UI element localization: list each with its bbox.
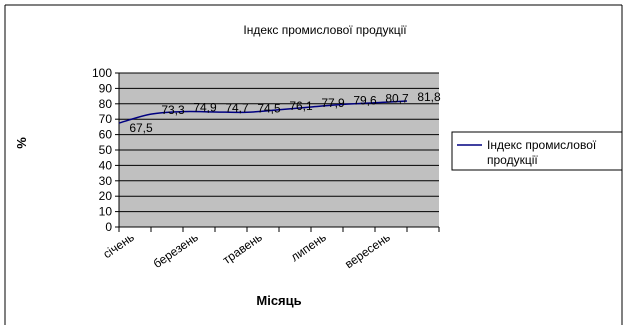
data-label: 76,1	[289, 99, 313, 113]
x-tick-label: січень	[100, 230, 136, 261]
y-tick-label: 10	[99, 205, 113, 219]
data-label: 74,7	[225, 101, 249, 115]
y-tick-label: 60	[99, 128, 113, 142]
y-tick-label: 40	[99, 158, 113, 172]
y-tick-label: 70	[99, 112, 113, 126]
data-label: 74,5	[257, 101, 281, 115]
x-tick-label: липень	[288, 230, 329, 264]
y-tick-label: 0	[105, 220, 112, 234]
y-tick-label: 50	[99, 143, 113, 157]
x-tick-label: березень	[151, 230, 201, 271]
data-label: 74,9	[193, 101, 217, 115]
data-label: 67,5	[129, 121, 153, 135]
y-tick-label: 90	[99, 81, 113, 95]
legend-label-line-2: продукції	[487, 153, 538, 167]
x-axis: січень березень травень липень вересень	[100, 226, 440, 271]
chart-title: Індекс промислової продукції	[243, 23, 407, 37]
y-tick-label: 100	[92, 66, 112, 80]
legend-box	[451, 131, 623, 171]
x-tick-label: травень	[220, 230, 265, 267]
data-label: 80,7	[385, 92, 409, 106]
gridlines	[119, 72, 439, 213]
data-label: 81,8	[417, 90, 441, 104]
y-tick-label: 80	[99, 97, 113, 111]
data-series	[118, 100, 408, 124]
y-axis-title: %	[14, 137, 29, 149]
y-tick-label: 30	[99, 174, 113, 188]
legend: Індекс промислової продукції	[451, 131, 623, 171]
y-tick-label: 20	[99, 189, 113, 203]
data-labels: 67,5 73,3 74,9 74,7 74,5 76,1 77,9 79,6 80,7 81,8	[129, 90, 441, 135]
x-axis-title: Місяць	[256, 293, 301, 308]
data-label: 79,6	[353, 93, 377, 107]
x-tick-label: вересень	[342, 230, 392, 271]
data-label: 73,3	[161, 103, 185, 117]
data-label: 77,9	[321, 96, 345, 110]
series-line	[118, 100, 408, 124]
legend-label-line-1: Індекс промислової	[487, 138, 597, 152]
